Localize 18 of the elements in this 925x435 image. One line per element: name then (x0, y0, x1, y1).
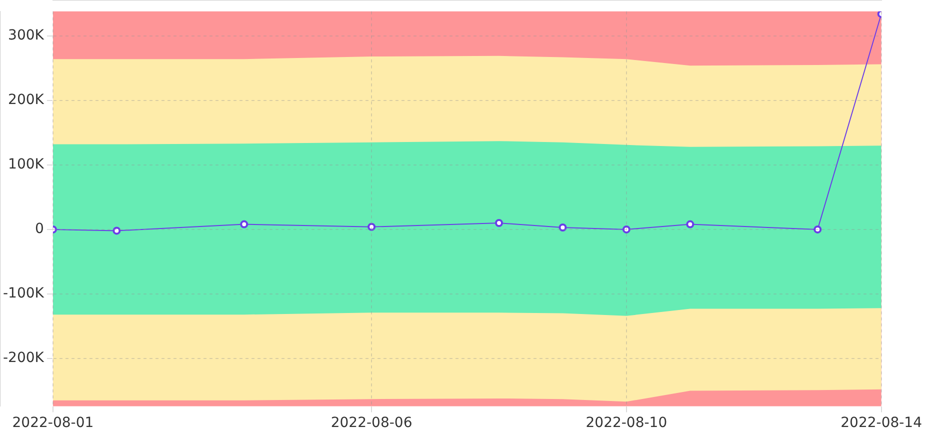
y-tick-label: -200K (2, 350, 45, 366)
point (368, 222, 376, 231)
y-tick-label: -100K (2, 286, 45, 302)
point (558, 224, 567, 232)
point (622, 225, 630, 234)
point (814, 225, 822, 234)
y-tick-label: 300K (8, 28, 45, 44)
x-tick-label: 2022-08-01 (12, 415, 94, 432)
x-tick-label: 2022-08-06 (330, 415, 412, 432)
point (494, 218, 503, 227)
point (686, 220, 694, 228)
point (240, 220, 248, 228)
x-tick-label: 2022-08-14 (840, 415, 922, 432)
y-tick-label: 0 (35, 221, 44, 238)
y-tick-label: 100K (8, 156, 45, 173)
y-tick-label: 200K (8, 92, 45, 108)
point (112, 226, 121, 235)
x-tick-label: 2022-08-10 (586, 415, 668, 432)
